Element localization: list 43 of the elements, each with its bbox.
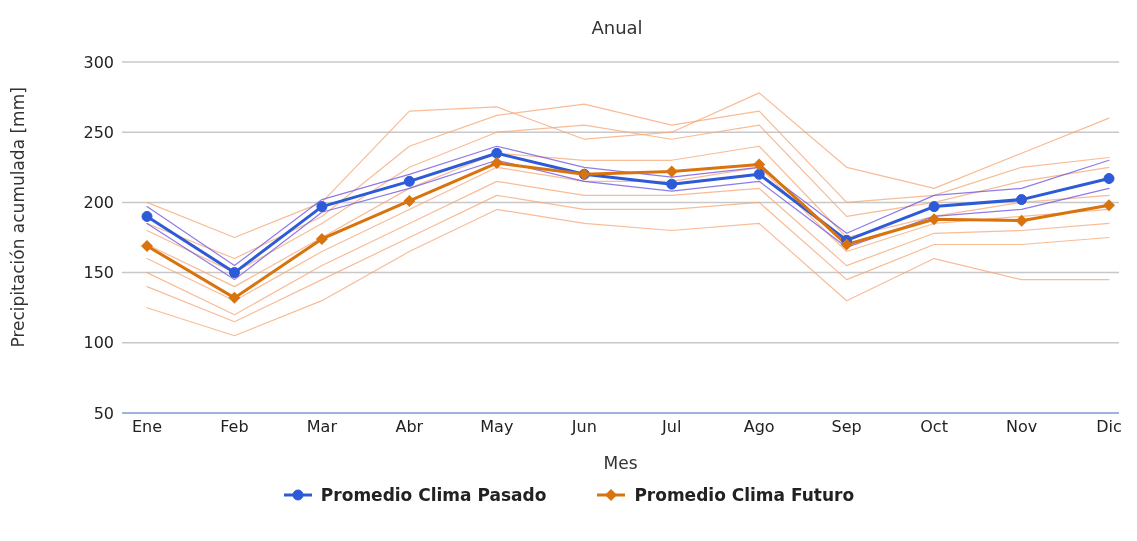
x-tick-label: Mar [306,417,338,437]
point [665,165,678,178]
point [228,291,241,304]
point [1103,199,1115,212]
legend-label: Promedio Clima Pasado [320,485,547,505]
y-tick-label: 150 [83,263,114,283]
line-series [146,208,1110,337]
point [228,267,240,279]
x-tick-label: Oct [920,417,948,437]
point [316,201,328,213]
x-tick-label: Ago [743,417,775,437]
y-tick-label: 300 [83,52,114,72]
y-tick-label: 100 [83,333,114,353]
x-tick-label: Jun [570,417,597,437]
point [403,175,415,187]
x-tick-label: Sep [831,417,862,437]
legend-label: Promedio Clima Futuro [634,485,855,505]
point [928,201,940,213]
point [315,232,328,245]
x-tick-label: Ene [131,417,163,437]
x-tick-label: Feb [220,417,249,437]
point [490,157,503,170]
point [1103,173,1115,185]
x-tick-label: Abr [395,417,424,437]
x-tick-label: Dic [1096,417,1122,437]
point [666,178,678,190]
chart-title: Anual [591,17,643,38]
x-tick-label: May [480,417,514,437]
point [141,210,153,222]
x-tick-label: Jul [661,417,682,437]
point [403,195,416,207]
y-tick-label: 250 [83,122,114,142]
y-tick-label: 50 [93,403,114,423]
point [491,147,503,159]
y-axis-title: Precipitación acumulada [mm] [8,87,29,348]
point [753,168,765,180]
point [141,239,153,252]
y-tick-label: 200 [83,193,114,213]
point [840,238,853,251]
x-tick-label: Nov [1005,417,1038,437]
point [753,158,766,171]
x-axis-title: Mes [603,453,638,473]
point [1016,194,1028,206]
